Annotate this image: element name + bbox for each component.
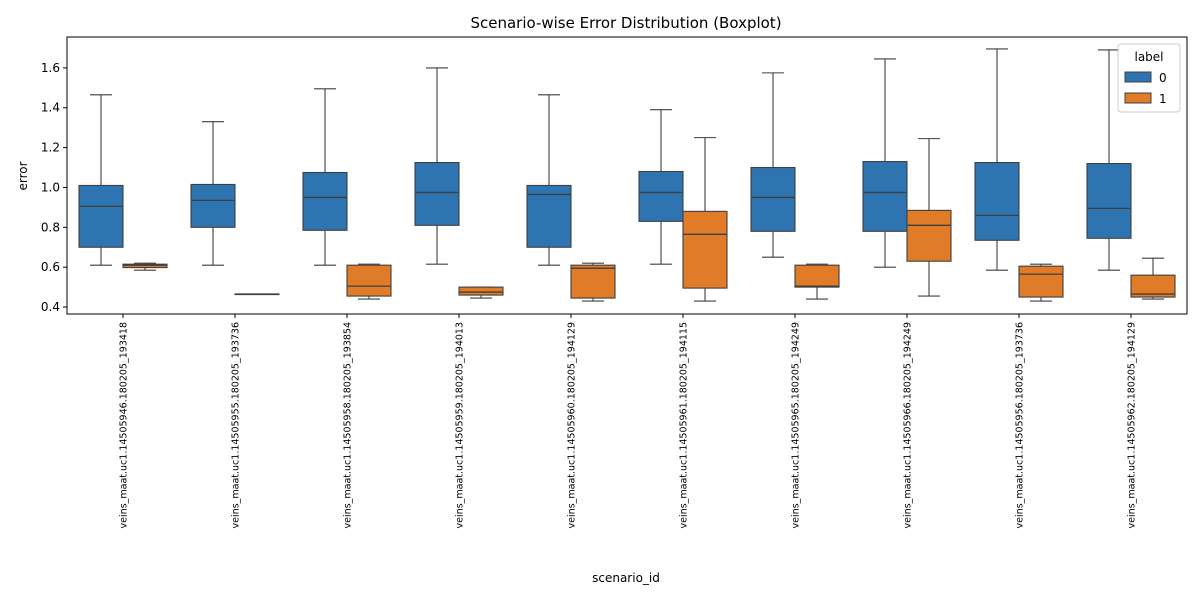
box-1-6: [682, 137, 728, 302]
box-iqr: [1018, 265, 1064, 298]
box-0-9: [974, 48, 1020, 271]
x-tick-label: veins_maat.uc1.14505965.180205_194249: [791, 322, 802, 528]
x-tick-label: veins_maat.uc1.14505960.180205_194129: [567, 322, 578, 528]
box-iqr: [570, 264, 616, 299]
box-iqr: [862, 161, 908, 232]
legend-swatch-0: [1124, 71, 1152, 83]
x-axis-label: scenario_id: [592, 571, 660, 585]
plot-area: [66, 36, 1188, 315]
x-tick-label: veins_maat.uc1.14505958.180205_193854: [343, 322, 354, 528]
legend-swatch-1: [1124, 92, 1152, 104]
x-tick-label: veins_maat.uc1.14505956.180205_193736: [1015, 322, 1026, 528]
box-0-3: [302, 88, 348, 266]
box-iqr: [794, 264, 840, 288]
box-1-9: [1018, 263, 1064, 302]
box-1-7: [794, 263, 840, 300]
x-tick-label: veins_maat.uc1.14505959.180205_194013: [455, 322, 466, 528]
x-axis: veins_maat.uc1.14505946.180205_193418 vei…: [119, 314, 1138, 528]
box-iqr: [346, 264, 392, 297]
legend-title: label: [1134, 50, 1163, 64]
box-0-4: [414, 67, 460, 265]
box-iqr: [190, 183, 236, 228]
box-1-8: [906, 138, 952, 297]
y-axis: 0.4 0.6 0.8 1.0 1.2 1.4 1.6: [41, 61, 67, 314]
box-0-10: [1086, 49, 1132, 271]
box-iqr: [1086, 162, 1132, 239]
box-1-5: [570, 262, 616, 302]
x-tick-label: veins_maat.uc1.14505955.180205_193736: [231, 322, 242, 528]
legend-label-0: 0: [1159, 71, 1167, 85]
y-axis-label: error: [16, 161, 30, 190]
box-1-1: [122, 262, 168, 271]
y-tick-label: 1.0: [41, 180, 60, 194]
box-iqr: [122, 263, 168, 269]
box-iqr: [458, 286, 504, 296]
box-0-8: [862, 58, 908, 268]
y-tick-label: 1.4: [41, 101, 60, 115]
box-iqr: [974, 161, 1020, 241]
plot-frame: [66, 36, 1188, 315]
y-tick-label: 0.8: [41, 220, 60, 234]
box-iqr: [906, 209, 952, 262]
chart-title: Scenario-wise Error Distribution (Boxplo…: [470, 14, 781, 32]
y-tick-label: 0.4: [41, 300, 60, 314]
box-0-5: [526, 94, 572, 266]
box-iqr: [1130, 274, 1176, 298]
box-0-1: [78, 94, 124, 266]
box-1-2: [234, 293, 280, 296]
box-iqr: [638, 170, 684, 222]
box-iqr: [78, 184, 124, 248]
box-0-6: [638, 109, 684, 265]
box-0-7: [750, 72, 796, 258]
legend: label 0 1: [1117, 43, 1181, 113]
y-tick-label: 0.6: [41, 260, 60, 274]
box-1-10: [1130, 257, 1176, 300]
box-iqr: [750, 166, 796, 232]
y-tick-label: 1.2: [41, 141, 60, 155]
box-iqr: [526, 184, 572, 248]
box-iqr: [414, 161, 460, 226]
box-iqr: [682, 210, 728, 289]
x-tick-label: veins_maat.uc1.14505961.180205_194115: [679, 322, 690, 528]
box-0-2: [190, 121, 236, 266]
x-tick-label: veins_maat.uc1.14505966.180205_194249: [903, 322, 914, 528]
legend-label-1: 1: [1159, 92, 1167, 106]
y-tick-label: 1.6: [41, 61, 60, 75]
box-1-4: [458, 286, 504, 299]
x-tick-label: veins_maat.uc1.14505962.180205_194129: [1127, 322, 1138, 528]
x-tick-label: veins_maat.uc1.14505946.180205_193418: [119, 322, 130, 528]
box-iqr: [302, 171, 348, 231]
box-1-3: [346, 263, 392, 300]
